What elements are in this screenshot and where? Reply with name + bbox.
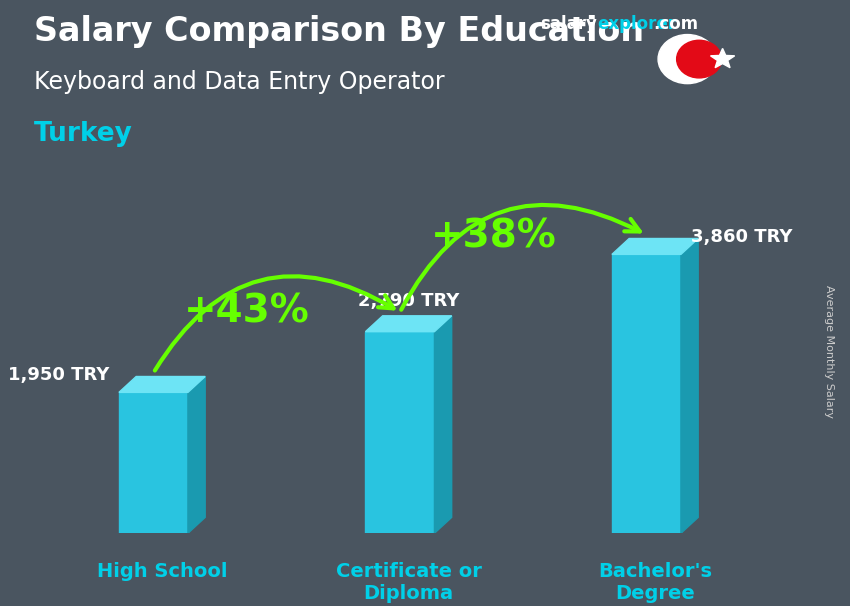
Text: Salary Comparison By Education: Salary Comparison By Education — [34, 15, 644, 48]
Bar — [366, 331, 434, 533]
Polygon shape — [119, 376, 205, 393]
Text: High School: High School — [97, 562, 227, 581]
Text: 1,950 TRY: 1,950 TRY — [8, 365, 109, 384]
Text: Certificate or
Diploma: Certificate or Diploma — [336, 562, 481, 603]
Polygon shape — [612, 239, 698, 255]
Text: +38%: +38% — [431, 218, 557, 255]
Bar — [119, 393, 188, 533]
Polygon shape — [366, 316, 451, 331]
Circle shape — [677, 40, 722, 78]
Bar — [612, 255, 681, 533]
Text: salary: salary — [540, 15, 597, 33]
Text: 2,790 TRY: 2,790 TRY — [358, 292, 459, 310]
Text: Turkey: Turkey — [34, 121, 133, 147]
Text: 3,860 TRY: 3,860 TRY — [691, 228, 792, 245]
Polygon shape — [711, 48, 734, 68]
Polygon shape — [434, 316, 451, 533]
Text: +43%: +43% — [184, 293, 310, 330]
Text: .com: .com — [653, 15, 698, 33]
Text: Keyboard and Data Entry Operator: Keyboard and Data Entry Operator — [34, 70, 445, 94]
Text: Average Monthly Salary: Average Monthly Salary — [824, 285, 834, 418]
Polygon shape — [681, 239, 698, 533]
Text: explorer: explorer — [598, 15, 677, 33]
Polygon shape — [188, 376, 205, 533]
Text: Bachelor's
Degree: Bachelor's Degree — [598, 562, 712, 603]
Circle shape — [658, 35, 717, 84]
